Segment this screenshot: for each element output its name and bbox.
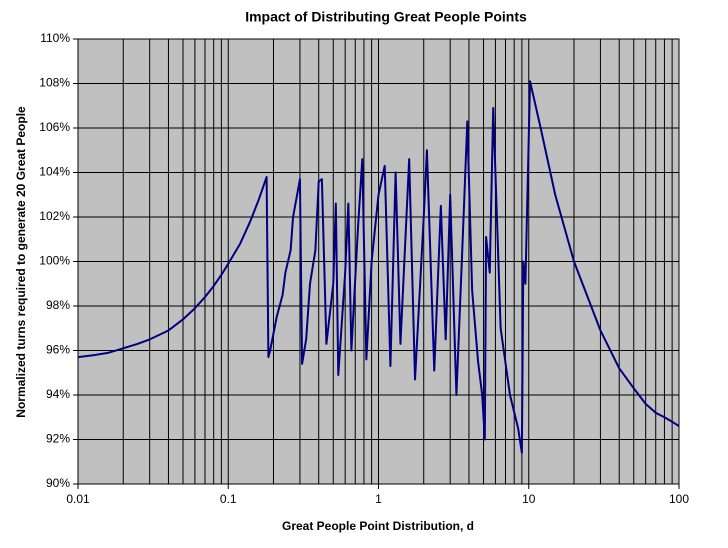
y-tick-label: 104% [39,165,70,179]
x-tick-label: 100 [669,492,689,506]
plot-border [77,38,680,485]
y-axis-label: Normalized turns required to generate 20… [14,106,28,418]
data-line [77,80,680,454]
y-tick-label: 94% [46,387,70,401]
chart-title: Impact of Distributing Great People Poin… [245,9,527,25]
x-tick-label: 0.1 [220,492,237,506]
y-tick-label: 96% [46,343,70,357]
x-axis-label: Great People Point Distribution, d [282,519,474,533]
y-tick-label: 110% [40,31,70,45]
y-tick-label: 92% [46,432,70,446]
y-tick-label: 100% [39,254,70,268]
x-tick-label: 1 [375,492,382,506]
x-tick-label: 0.01 [66,492,90,506]
y-tick-label: 98% [46,298,70,312]
y-tick-label: 106% [39,120,70,134]
y-tick-label: 102% [39,209,70,223]
y-tick-label: 108% [39,76,70,90]
y-tick-label: 90% [46,476,70,490]
x-tick-label: 10 [522,492,536,506]
